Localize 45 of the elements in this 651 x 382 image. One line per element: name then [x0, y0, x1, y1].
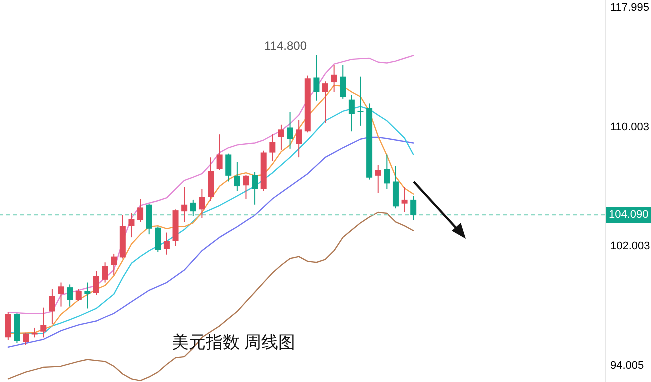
candlestick — [155, 226, 162, 253]
candlestick — [270, 134, 276, 162]
candlestick — [40, 307, 47, 338]
candlestick — [5, 312, 12, 342]
line-series — [8, 212, 414, 382]
y-tick-label: 94.005 — [610, 360, 644, 372]
candlestick — [226, 153, 232, 182]
candlestick — [182, 186, 188, 223]
candlestick — [402, 186, 408, 213]
candlestick — [128, 213, 135, 238]
ref-line-label: 104.090 — [609, 209, 649, 222]
candlestick — [102, 262, 108, 284]
candlestick — [278, 124, 284, 150]
y-tick-label: 102.003 — [610, 240, 650, 253]
candlestick — [252, 172, 258, 206]
candlestick — [84, 282, 91, 310]
annotation: 114.800 — [264, 39, 308, 53]
candlestick — [164, 232, 170, 256]
candlestick — [340, 64, 346, 100]
candlestick — [358, 76, 364, 126]
candlestick — [199, 188, 206, 219]
candlestick — [243, 174, 250, 200]
candlestick — [138, 198, 144, 223]
candlestick — [331, 64, 338, 93]
candlestick — [76, 288, 82, 302]
candlestick — [384, 154, 390, 190]
candlestick — [58, 282, 64, 308]
line-series — [8, 55, 414, 314]
candlestick — [216, 134, 223, 171]
candlestick — [348, 94, 355, 132]
candlestick — [314, 54, 320, 102]
candlestick — [287, 112, 294, 150]
y-tick-label: 110.003 — [610, 121, 650, 134]
y-tick-label: 117.995 — [610, 2, 650, 14]
candlestick — [67, 284, 74, 308]
candlestick — [111, 253, 118, 276]
candlestick — [190, 199, 196, 218]
candlestick — [93, 270, 100, 296]
candlestick — [410, 196, 417, 221]
candlestick — [234, 162, 240, 192]
candlestick — [296, 120, 302, 158]
candlestick — [23, 332, 30, 346]
candlestick — [375, 164, 382, 194]
candlestick — [49, 288, 56, 325]
candlestick — [322, 81, 329, 124]
